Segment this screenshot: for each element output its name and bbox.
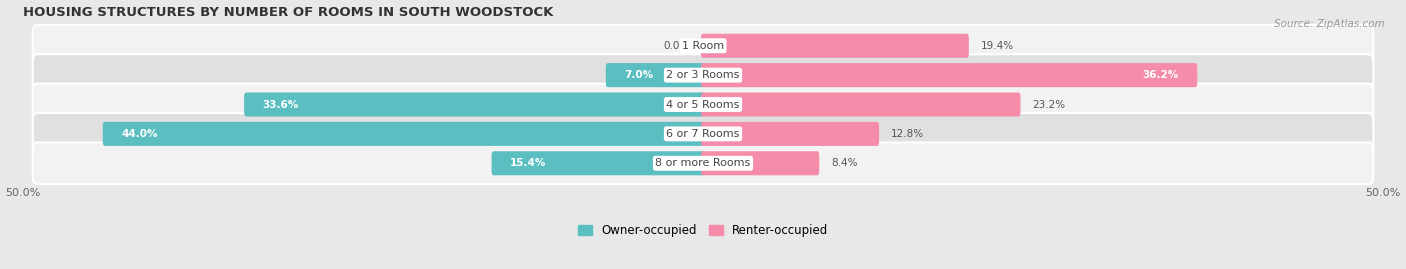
Text: 8 or more Rooms: 8 or more Rooms: [655, 158, 751, 168]
Text: 6 or 7 Rooms: 6 or 7 Rooms: [666, 129, 740, 139]
FancyBboxPatch shape: [702, 34, 969, 58]
FancyBboxPatch shape: [32, 142, 1374, 184]
FancyBboxPatch shape: [32, 25, 1374, 67]
Text: 4 or 5 Rooms: 4 or 5 Rooms: [666, 100, 740, 109]
FancyBboxPatch shape: [103, 122, 704, 146]
Text: 7.0%: 7.0%: [624, 70, 654, 80]
Text: 15.4%: 15.4%: [510, 158, 547, 168]
Text: 0.0%: 0.0%: [664, 41, 689, 51]
Text: 12.8%: 12.8%: [890, 129, 924, 139]
Text: 44.0%: 44.0%: [121, 129, 157, 139]
Text: 33.6%: 33.6%: [263, 100, 298, 109]
FancyBboxPatch shape: [606, 63, 704, 87]
FancyBboxPatch shape: [702, 151, 820, 175]
FancyBboxPatch shape: [702, 122, 879, 146]
FancyBboxPatch shape: [32, 54, 1374, 96]
Text: 1 Room: 1 Room: [682, 41, 724, 51]
FancyBboxPatch shape: [32, 113, 1374, 155]
Text: 36.2%: 36.2%: [1143, 70, 1178, 80]
Text: 23.2%: 23.2%: [1032, 100, 1066, 109]
Text: 2 or 3 Rooms: 2 or 3 Rooms: [666, 70, 740, 80]
Text: 19.4%: 19.4%: [980, 41, 1014, 51]
FancyBboxPatch shape: [702, 93, 1021, 116]
FancyBboxPatch shape: [245, 93, 704, 116]
Legend: Owner-occupied, Renter-occupied: Owner-occupied, Renter-occupied: [572, 220, 834, 242]
Text: HOUSING STRUCTURES BY NUMBER OF ROOMS IN SOUTH WOODSTOCK: HOUSING STRUCTURES BY NUMBER OF ROOMS IN…: [22, 6, 554, 19]
FancyBboxPatch shape: [702, 63, 1198, 87]
Text: 8.4%: 8.4%: [831, 158, 858, 168]
FancyBboxPatch shape: [32, 84, 1374, 125]
FancyBboxPatch shape: [492, 151, 704, 175]
Text: Source: ZipAtlas.com: Source: ZipAtlas.com: [1274, 19, 1385, 29]
